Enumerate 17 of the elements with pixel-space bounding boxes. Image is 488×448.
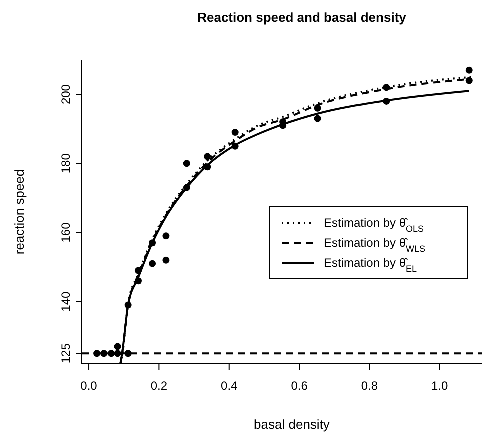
legend-label: Estimation by θ̂$_{EL}$ [324, 256, 418, 274]
x-tick-label: 0.8 [361, 379, 378, 393]
y-tick-label: 160 [59, 222, 73, 243]
x-tick-label: 1.0 [432, 379, 449, 393]
legend-label: Estimation by θ̂$_{WLS}$ [324, 236, 426, 254]
x-axis-title: basal density [254, 417, 330, 432]
y-tick-label: 180 [59, 153, 73, 174]
x-tick-label: 0.2 [150, 379, 168, 393]
y-tick-label: 140 [59, 291, 73, 312]
y-tick-label: 200 [59, 84, 73, 105]
x-tick-label: 0.4 [221, 379, 238, 393]
x-tick-label: 0.6 [291, 379, 308, 393]
x-tick-label: 0.0 [80, 379, 98, 393]
chart-title: Reaction speed and basal density [198, 10, 408, 25]
y-tick-label: 125 [59, 343, 73, 364]
y-axis-title: reaction speed [12, 169, 27, 255]
legend-label: Estimation by θ̂$_{OLS}$ [324, 216, 424, 234]
